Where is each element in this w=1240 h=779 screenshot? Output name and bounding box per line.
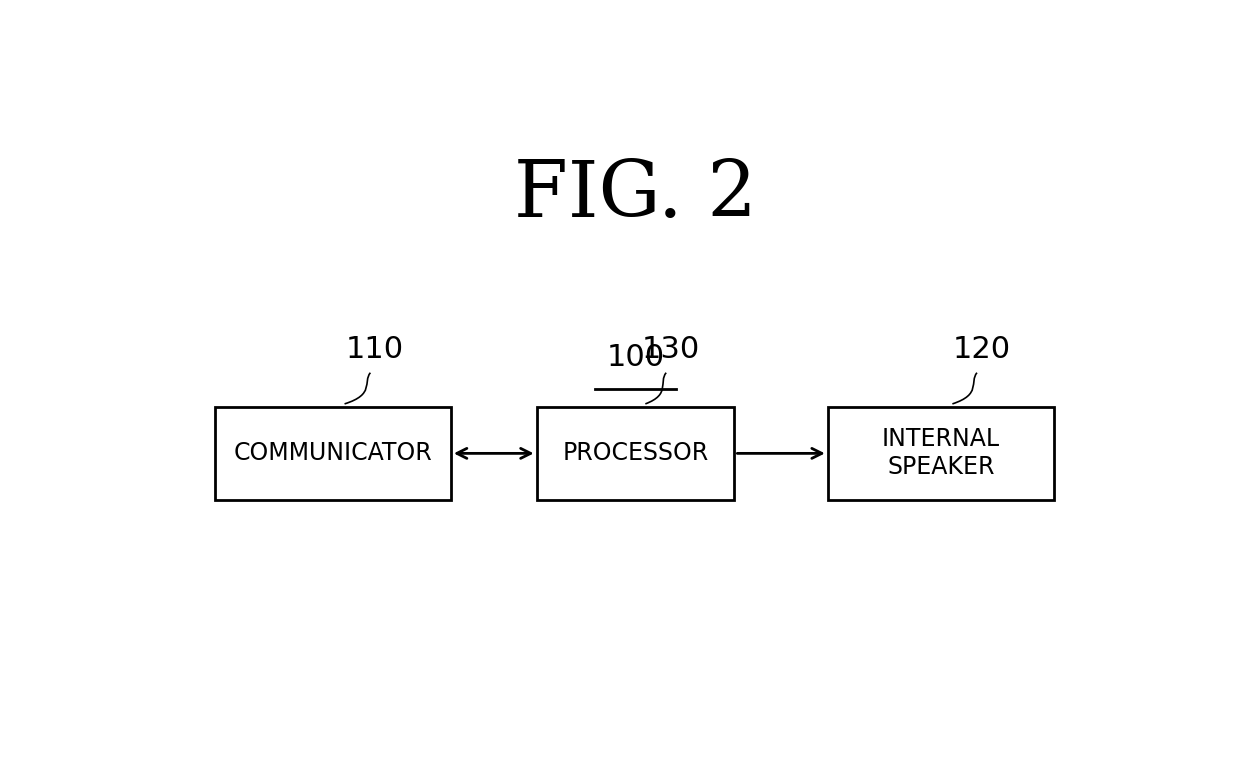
Text: 130: 130 [642, 336, 701, 365]
Bar [537, 407, 734, 500]
Text: INTERNAL
SPEAKER: INTERNAL SPEAKER [882, 428, 1001, 479]
Text: 120: 120 [952, 336, 1011, 365]
Text: 100: 100 [606, 344, 665, 372]
Bar [215, 407, 450, 500]
Text: COMMUNICATOR: COMMUNICATOR [233, 442, 433, 465]
Text: 110: 110 [346, 336, 404, 365]
Text: FIG. 2: FIG. 2 [515, 157, 756, 234]
Bar [828, 407, 1054, 500]
Text: PROCESSOR: PROCESSOR [563, 442, 708, 465]
